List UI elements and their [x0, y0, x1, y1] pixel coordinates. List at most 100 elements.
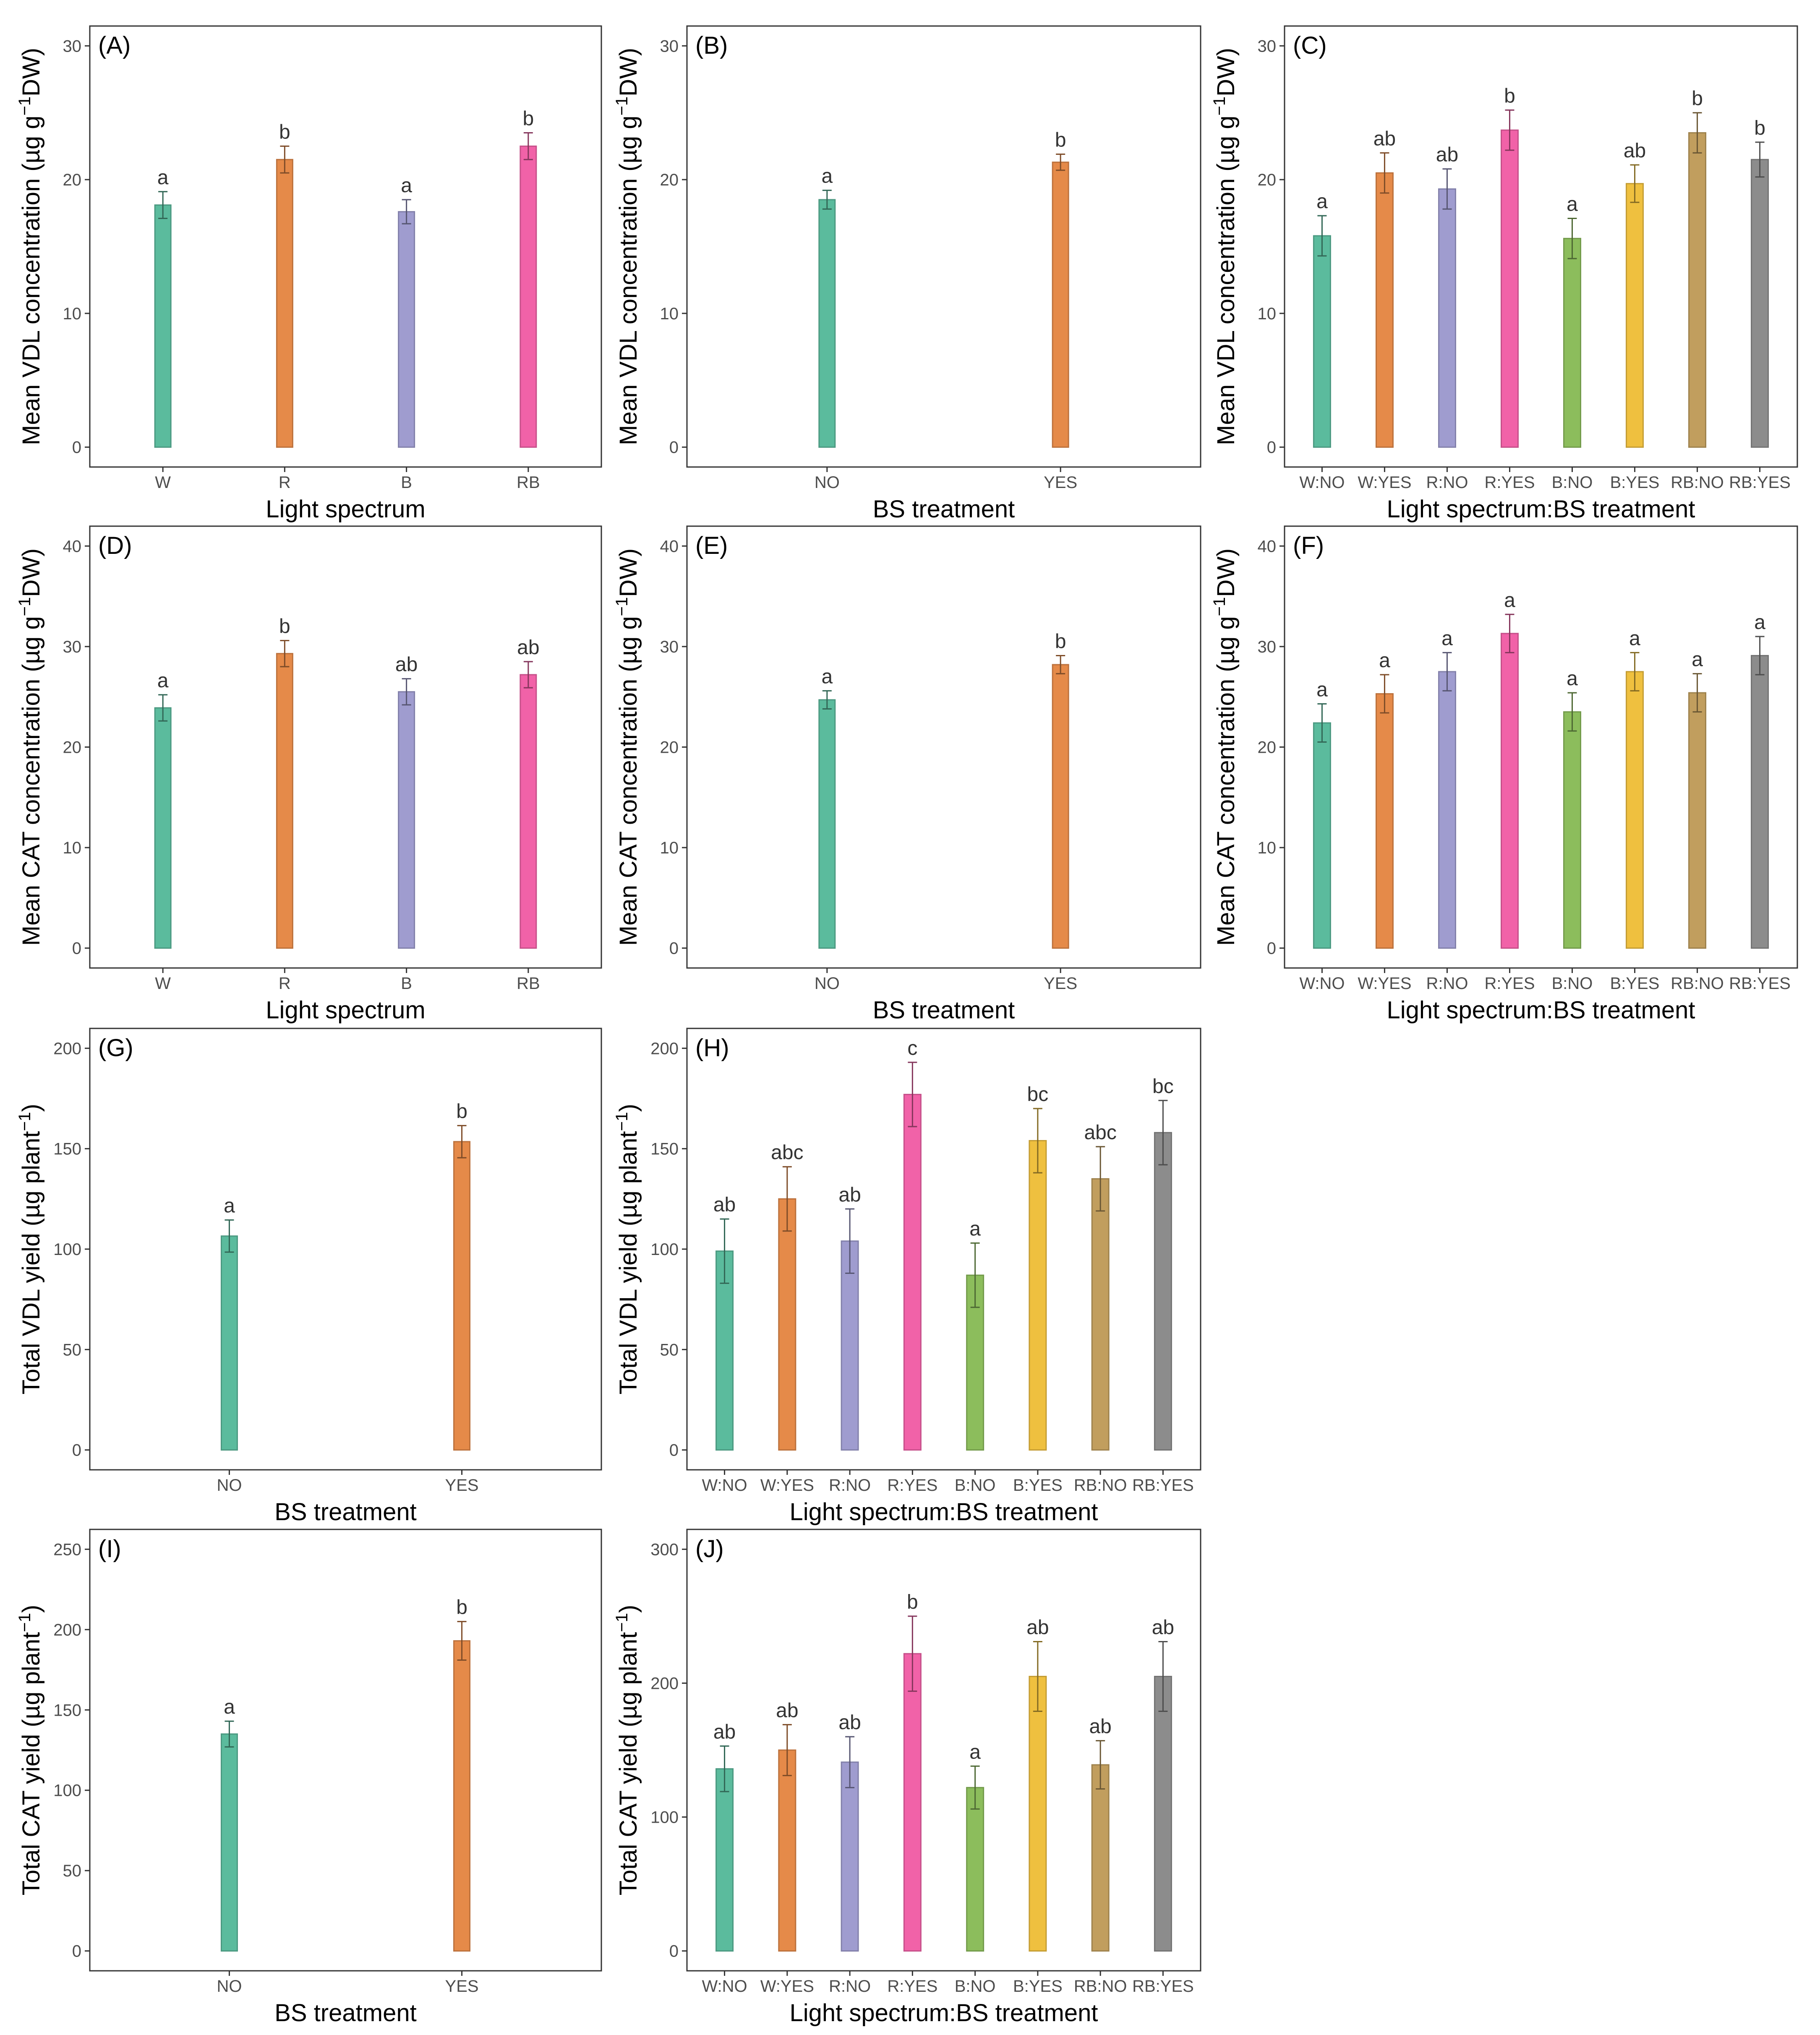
y-axis-title: Total VDL yield (µg plant−1) [613, 1104, 642, 1395]
y-tick-label: 250 [53, 1540, 81, 1559]
panel-label: (F) [1293, 532, 1324, 559]
significance-label: a [1441, 627, 1453, 650]
significance-label: c [907, 1037, 917, 1059]
plot-frame [686, 525, 1201, 969]
y-tick-label: 150 [53, 1701, 81, 1719]
x-tick-label: YES [1044, 473, 1077, 492]
x-axis-title: Light spectrum [266, 997, 425, 1024]
y-tick-label: 20 [1258, 171, 1277, 189]
bar-rb-yes [1154, 1675, 1172, 1952]
x-tick-label: B:YES [1013, 1476, 1063, 1495]
bar-rb-no [1091, 1764, 1110, 1952]
y-tick-label: 0 [72, 939, 81, 958]
y-tick-label: 10 [1258, 839, 1277, 857]
y-tick-label: 100 [650, 1808, 679, 1827]
y-tick-label: 300 [650, 1540, 679, 1559]
x-axis-title: BS treatment [274, 1999, 416, 2027]
bar-b-no [1563, 711, 1582, 949]
y-axis-title: Mean CAT concentration (µg g−1DW) [1210, 548, 1240, 946]
x-tick-label: W [155, 473, 171, 492]
panel-label: (A) [98, 32, 131, 59]
bar-w-yes [778, 1749, 796, 1952]
y-tick-label: 30 [660, 638, 679, 656]
significance-label: a [1629, 627, 1640, 650]
x-axis-title: BS treatment [274, 1498, 416, 1526]
bar-rb [520, 674, 537, 949]
bar-yes [453, 1141, 471, 1451]
significance-label: a [969, 1741, 981, 1763]
y-axis-title: Total CAT yield (µg plant−1) [613, 1605, 642, 1896]
y-tick-label: 0 [1267, 939, 1276, 958]
x-tick-label: RB [517, 974, 540, 993]
bar-w-yes [1375, 172, 1394, 448]
x-axis-title: BS treatment [873, 997, 1015, 1024]
y-tick-label: 10 [63, 305, 82, 323]
plot-frame [686, 25, 1201, 468]
significance-label: a [821, 665, 833, 688]
y-axis-title: Total VDL yield (µg plant−1) [16, 1104, 45, 1395]
y-axis-title: Mean CAT concentration (µg g−1DW) [613, 548, 642, 946]
panel-label: (J) [695, 1535, 724, 1563]
bar-no [818, 699, 836, 949]
significance-label: a [157, 670, 169, 692]
chart-panel-a: 0 10 20 30 a Wb Ra Bb RB (A) Light spectrum Mean VD… [16, 25, 602, 523]
x-tick-label: B [401, 473, 412, 492]
bar-rb-no [1688, 692, 1707, 949]
bar-r-yes [903, 1093, 922, 1451]
x-axis-title: Light spectrum:BS treatment [1387, 496, 1695, 523]
y-tick-label: 40 [660, 537, 679, 556]
bar-b [398, 211, 415, 448]
y-tick-label: 10 [63, 839, 82, 857]
significance-label: a [969, 1218, 981, 1240]
plot-frame [686, 1529, 1201, 1972]
chart-panel-d: 0 10 20 30 40 a Wb Rab Bab RB (D) Light spectrum Mea… [16, 525, 602, 1024]
x-tick-label: YES [445, 1476, 479, 1495]
x-tick-label: YES [445, 1977, 479, 1996]
significance-label: b [456, 1597, 467, 1619]
bar-b-no [1563, 237, 1582, 448]
y-tick-label: 40 [1258, 537, 1277, 556]
significance-label: abc [1084, 1122, 1116, 1144]
y-tick-label: 200 [53, 1039, 81, 1058]
significance-label: a [1692, 649, 1703, 671]
bar-w-yes [1375, 693, 1394, 949]
significance-label: a [401, 175, 412, 197]
x-tick-label: R:YES [887, 1977, 937, 1996]
bar-b-yes [1626, 183, 1644, 448]
significance-label: ab [1373, 128, 1396, 150]
significance-label: a [224, 1195, 235, 1217]
x-tick-label: R [279, 974, 291, 993]
y-tick-label: 10 [660, 839, 679, 857]
y-tick-label: 40 [63, 537, 82, 556]
x-tick-label: NO [815, 974, 840, 993]
x-tick-label: RB:YES [1729, 473, 1791, 492]
bar-r [276, 159, 293, 448]
plot-frame [89, 1529, 602, 1972]
bar-no [818, 199, 836, 448]
x-tick-label: B:YES [1610, 473, 1660, 492]
x-tick-label: RB:YES [1132, 1476, 1194, 1495]
x-tick-label: R:YES [1484, 473, 1535, 492]
x-tick-label: R:NO [1426, 473, 1468, 492]
significance-label: b [1504, 85, 1515, 107]
significance-label: bc [1027, 1083, 1049, 1106]
x-tick-label: RB:NO [1671, 473, 1724, 492]
panel-label: (I) [98, 1535, 121, 1563]
x-tick-label: B:NO [1552, 473, 1593, 492]
bar-w-yes [778, 1198, 796, 1451]
significance-label: b [1692, 88, 1703, 110]
y-tick-label: 0 [669, 1942, 679, 1961]
y-tick-label: 20 [1258, 738, 1277, 757]
significance-label: b [1055, 129, 1066, 151]
y-tick-label: 0 [1267, 438, 1276, 457]
bar-rb-yes [1751, 655, 1769, 949]
bar-w [154, 707, 172, 949]
significance-label: b [279, 616, 290, 638]
bar-r [276, 653, 293, 949]
chart-panel-f: 0 10 20 30 40 a W:NO a W:YES a R:NO a R:YES a B:NO a B:Y… [1210, 525, 1798, 1024]
y-tick-label: 20 [660, 171, 679, 189]
plot-frame [89, 525, 602, 969]
bar-b-yes [1626, 671, 1644, 949]
significance-label: ab [776, 1699, 798, 1722]
